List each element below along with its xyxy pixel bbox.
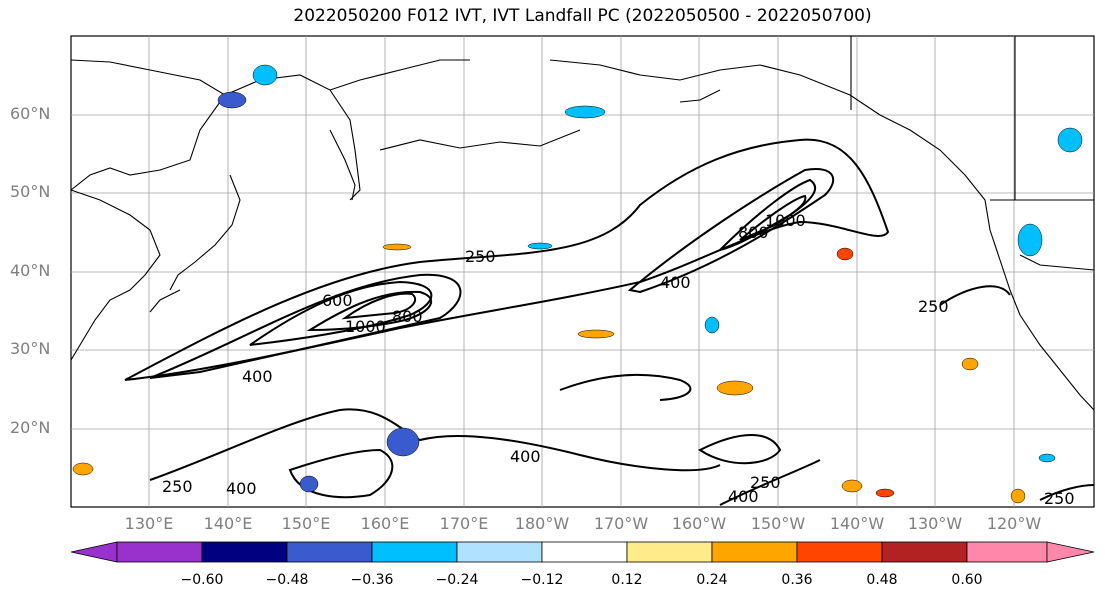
lon-label: 170°E [439,514,489,533]
colorbar-tick: −0.24 [435,572,479,588]
lon-label: 150°E [281,514,331,533]
contour-label: 1000 [765,211,806,230]
colorbar-tick: −0.48 [265,572,309,588]
contour-label: 800 [392,307,423,326]
colorbar-swatch-0b [116,541,203,563]
colorbar-swatch-3 [371,541,458,563]
pc-shading-blobs [72,64,1083,504]
colorbar-swatch-6 [626,541,713,563]
lon-label: 160°W [671,514,727,533]
coastlines [70,36,1095,411]
lon-label: 160°E [360,514,410,533]
map-frame [70,35,1095,508]
lon-label: 130°E [124,514,174,533]
contour-label-group: 250 600 1000 800 400 400 800 1000 250 40… [162,211,1075,508]
colorbar-swatch-10 [966,541,1048,563]
colorbar-tick: 0.60 [951,572,983,588]
colorbar-swatch-7 [711,541,798,563]
contour-label: 400 [660,273,691,292]
contour-label: 400 [226,479,257,498]
colorbar-swatch-1 [201,541,288,563]
contour-label: 250 [162,477,193,496]
lon-label: 180°W [514,514,570,533]
lat-label: 20°N [10,418,51,437]
lon-label: 120°W [986,514,1042,533]
ivt-contours [124,138,1095,506]
lat-label: 50°N [10,182,51,201]
map-title: 2022050200 F012 IVT, IVT Landfall PC (20… [293,6,872,26]
contour-label: 250 [1044,489,1075,508]
graticule [71,36,1094,507]
colorbar-tick: −0.36 [350,572,394,588]
colorbar-tick: 0.36 [781,572,813,588]
colorbar-swatch-10b [1046,541,1095,563]
contour-label: 400 [728,487,759,506]
colorbar-swatch-2 [286,541,373,563]
colorbar-tick: 0.48 [866,572,898,588]
contour-label: 250 [750,473,781,492]
lat-label: 30°N [10,339,51,358]
lon-label: 150°W [750,514,806,533]
colorbar-swatch-5 [541,541,628,563]
contour-label: 1000 [345,317,386,336]
lon-label: 140°E [203,514,253,533]
colorbar-swatch-0 [70,541,118,563]
contour-label: 600 [322,291,353,310]
contour-label: 400 [510,447,541,466]
lon-label: 140°W [829,514,885,533]
colorbar-tick: 0.12 [611,572,643,588]
lon-label: 170°W [593,514,649,533]
contour-label: 250 [465,247,496,266]
colorbar-swatch-4 [456,541,543,563]
contour-label: 250 [918,297,949,316]
colorbar [70,541,1095,563]
colorbar-tick: 0.24 [696,572,728,588]
lat-label: 40°N [10,261,51,280]
colorbar-swatch-8 [796,541,883,563]
lat-label: 60°N [10,104,51,123]
lon-label: 130°W [907,514,963,533]
colorbar-tick: −0.12 [520,572,564,588]
colorbar-tick: −0.60 [180,572,224,588]
contour-label: 400 [242,367,273,386]
contour-label: 800 [738,223,769,242]
colorbar-swatch-9 [881,541,968,563]
